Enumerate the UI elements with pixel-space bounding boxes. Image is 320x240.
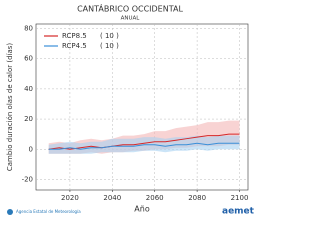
chart-subtitle: ANUAL [121, 16, 141, 22]
chart-title: CANTÁBRICO OCCIDENTAL [77, 3, 183, 14]
agency-name: Agencia Estatal de Meteorología [16, 209, 81, 214]
y-tick-label: 0 [29, 145, 33, 153]
series-line [48, 133, 240, 150]
x-tick-label: 2040 [103, 194, 121, 202]
x-tick-label: 2100 [231, 194, 249, 202]
y-tick-label: 80 [24, 25, 33, 33]
agency-icon [7, 209, 13, 215]
series-line [48, 142, 240, 150]
legend-count: ( 10 ) [100, 32, 119, 40]
logo: aemet [222, 207, 255, 217]
x-tick-label: 2080 [188, 194, 206, 202]
x-axis-label: Año [134, 205, 150, 214]
y-tick-label: 20 [24, 115, 33, 123]
y-tick-label: 40 [24, 85, 33, 93]
y-tick-label: -20 [22, 175, 33, 183]
x-tick-label: 2060 [146, 194, 164, 202]
legend-count: ( 10 ) [100, 42, 119, 50]
legend-label: RCP4.5 [62, 42, 87, 50]
chart: CANTÁBRICO OCCIDENTAL ANUAL Cambio durac… [6, 3, 255, 217]
y-axis-label: Cambio duración olas de calor (días) [6, 43, 14, 172]
y-tick-label: 60 [24, 55, 33, 63]
plot-area [35, 23, 249, 191]
legend-label: RCP8.5 [62, 32, 87, 40]
x-tick-label: 2020 [61, 194, 79, 202]
